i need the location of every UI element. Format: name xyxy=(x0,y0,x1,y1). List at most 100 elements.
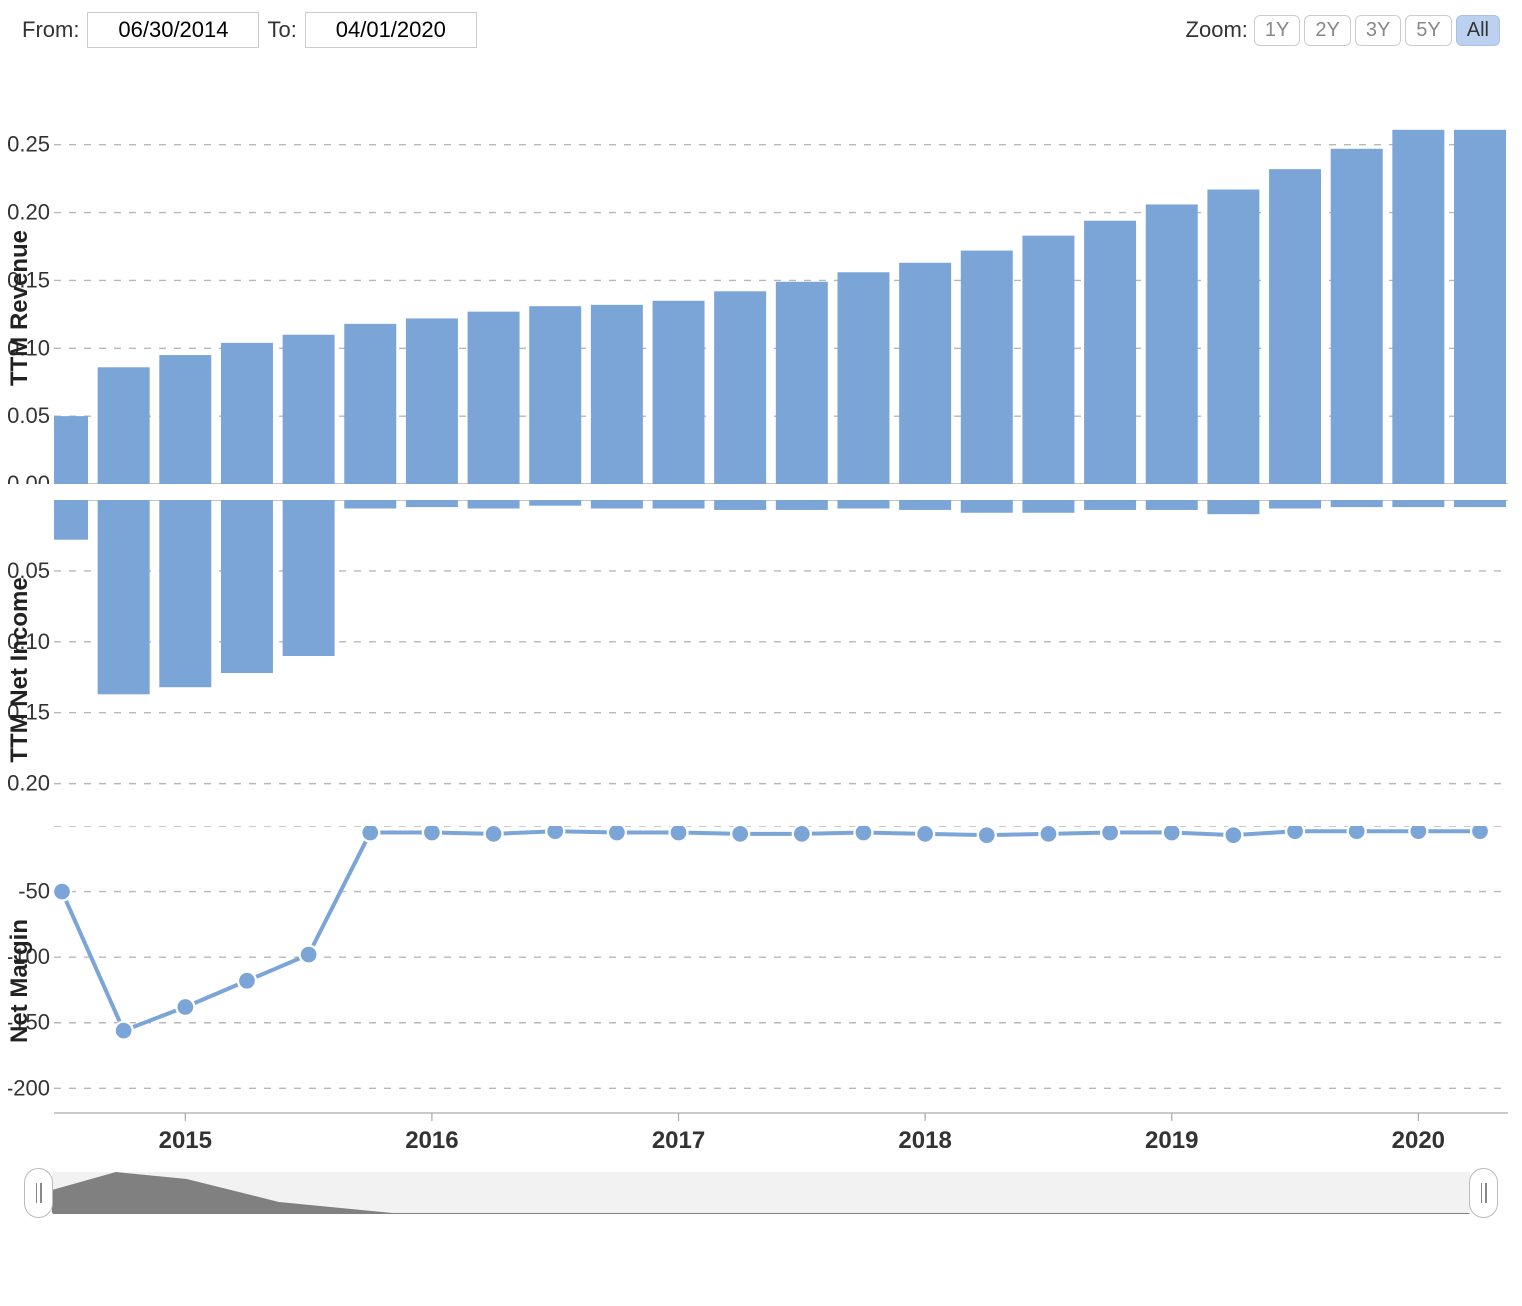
bar xyxy=(591,305,643,484)
data-point xyxy=(916,826,934,843)
svg-text:0.25: 0.25 xyxy=(8,132,50,157)
data-point xyxy=(546,826,564,840)
bar xyxy=(1331,500,1383,507)
range-handle-right[interactable] xyxy=(1469,1168,1498,1218)
bar xyxy=(653,500,705,509)
from-label: From: xyxy=(22,17,79,43)
svg-text:-0.20: -0.20 xyxy=(8,771,50,796)
data-point xyxy=(1348,826,1366,840)
data-point xyxy=(53,883,71,901)
data-point xyxy=(176,998,194,1016)
bar xyxy=(1392,500,1444,507)
data-point xyxy=(731,826,749,843)
bar xyxy=(344,500,396,509)
bar xyxy=(283,335,335,484)
bar xyxy=(1146,204,1198,484)
bar xyxy=(1454,130,1506,484)
y-axis-label: Net Margin xyxy=(6,919,34,1043)
data-point xyxy=(1039,826,1057,843)
bar xyxy=(653,301,705,484)
bar xyxy=(468,500,520,509)
chart-panel: TTM Net Income-0.05-0.10-0.15-0.20 xyxy=(8,500,1514,812)
data-point xyxy=(854,826,872,842)
bar xyxy=(776,500,828,510)
data-point xyxy=(423,826,441,842)
bar xyxy=(406,318,458,484)
bar xyxy=(591,500,643,509)
bar xyxy=(468,312,520,484)
bar xyxy=(98,367,150,484)
bar xyxy=(1454,500,1506,507)
zoom-button-2y[interactable]: 2Y xyxy=(1304,15,1350,46)
zoom-button-1y[interactable]: 1Y xyxy=(1254,15,1300,46)
data-point xyxy=(485,826,503,843)
bar xyxy=(1392,130,1444,484)
data-point xyxy=(608,826,626,842)
bar xyxy=(221,500,273,673)
chart-panel: Net Margin-50-100-150-200 xyxy=(8,826,1514,1108)
data-point xyxy=(238,972,256,990)
bar xyxy=(1269,169,1321,484)
bar xyxy=(54,416,88,484)
line-series xyxy=(62,831,1480,1030)
y-axis-label: TTM Net Income xyxy=(6,577,34,762)
bar xyxy=(776,282,828,484)
svg-text:-200: -200 xyxy=(8,1075,50,1100)
data-point xyxy=(1409,826,1427,840)
y-axis-label: TTM Revenue xyxy=(6,230,34,386)
svg-text:2019: 2019 xyxy=(1145,1127,1198,1154)
bar xyxy=(837,500,889,509)
range-handle-left[interactable] xyxy=(24,1168,53,1218)
zoom-button-5y[interactable]: 5Y xyxy=(1405,15,1451,46)
bar xyxy=(1022,236,1074,484)
bar xyxy=(837,272,889,484)
svg-text:2015: 2015 xyxy=(159,1127,212,1154)
bar xyxy=(1331,149,1383,484)
bar xyxy=(1269,500,1321,509)
chart-panel: TTM Revenue0.000.050.100.150.200.25 xyxy=(8,104,1514,484)
bar xyxy=(961,500,1013,513)
bar xyxy=(221,343,273,484)
bar xyxy=(1207,190,1259,485)
data-point xyxy=(793,826,811,843)
bar xyxy=(1084,500,1136,510)
data-point xyxy=(361,826,379,842)
bar xyxy=(1207,500,1259,514)
date-range-controls: From: To: xyxy=(22,12,477,48)
svg-text:2016: 2016 xyxy=(405,1127,458,1154)
data-point xyxy=(1471,826,1489,840)
zoom-label: Zoom: xyxy=(1186,17,1248,43)
svg-text:0.20: 0.20 xyxy=(8,200,50,225)
data-point xyxy=(1286,826,1304,840)
data-point xyxy=(978,826,996,844)
bar xyxy=(54,500,88,540)
bar xyxy=(1084,221,1136,484)
zoom-button-all[interactable]: All xyxy=(1456,15,1500,46)
svg-text:2020: 2020 xyxy=(1392,1127,1445,1154)
svg-text:-50: -50 xyxy=(18,879,50,904)
data-point xyxy=(115,1022,133,1040)
data-point xyxy=(1101,826,1119,842)
zoom-button-3y[interactable]: 3Y xyxy=(1355,15,1401,46)
bar xyxy=(961,251,1013,484)
bar xyxy=(406,500,458,507)
to-label: To: xyxy=(267,17,296,43)
svg-text:2018: 2018 xyxy=(898,1127,951,1154)
bar xyxy=(283,500,335,656)
range-scrollbar[interactable]: 201520162017201820192020 xyxy=(22,1166,1500,1218)
bar xyxy=(344,324,396,484)
data-point xyxy=(1163,826,1181,842)
from-date-input[interactable] xyxy=(87,12,259,48)
zoom-controls: Zoom: 1Y2Y3Y5YAll xyxy=(1186,15,1500,46)
bar xyxy=(714,500,766,510)
svg-text:2017: 2017 xyxy=(652,1127,705,1154)
to-date-input[interactable] xyxy=(305,12,477,48)
bar xyxy=(714,291,766,484)
bar xyxy=(98,500,150,694)
bar xyxy=(1146,500,1198,510)
svg-text:0.05: 0.05 xyxy=(8,403,50,428)
data-point xyxy=(1224,826,1242,844)
bar xyxy=(1022,500,1074,513)
data-point xyxy=(670,826,688,842)
x-axis: 2015 2016 2017 2018 2019 2020 xyxy=(8,1112,1514,1162)
